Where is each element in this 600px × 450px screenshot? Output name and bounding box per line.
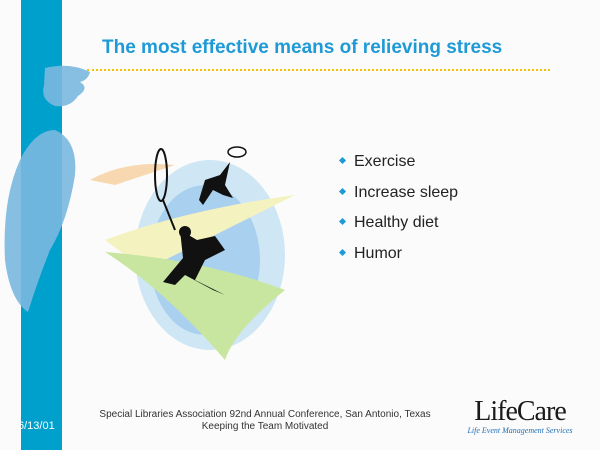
diamond-bullet-icon [338, 217, 347, 226]
diamond-bullet-icon [338, 156, 347, 165]
bullet-text: Humor [354, 244, 403, 262]
bullet-item: Exercise [338, 153, 458, 184]
footer-conference: Special Libraries Association 92nd Annua… [99, 409, 431, 420]
diamond-bullet-icon [338, 187, 347, 195]
lifecare-logo: LifeCare Life Event Management Services [460, 396, 580, 436]
logo-tagline: Life Event Management Services [467, 426, 573, 435]
bullet-list: Exercise Increase sleep Healthy diet Hum… [338, 153, 459, 276]
bullet-item: Increase sleep [338, 183, 459, 215]
bullet-text: Increase sleep [354, 183, 459, 201]
decorative-shapes [4, 65, 90, 312]
slide-title: The most effective means of relieving st… [102, 37, 503, 58]
title-divider [87, 69, 550, 71]
bullet-item: Humor [338, 244, 458, 276]
tennis-players-clipart [90, 146, 295, 360]
diamond-bullet-icon [338, 248, 347, 256]
bullet-text: Healthy diet [354, 214, 439, 231]
slide-date: 6/13/01 [18, 420, 55, 432]
footer-subtitle: Keeping the Team Motivated [201, 421, 329, 432]
bullet-text: Exercise [354, 153, 416, 170]
logo-name: LifeCare [474, 396, 567, 427]
bullet-item: Healthy diet [338, 214, 458, 245]
slide-footer: Special Libraries Association 92nd Annua… [90, 409, 440, 433]
